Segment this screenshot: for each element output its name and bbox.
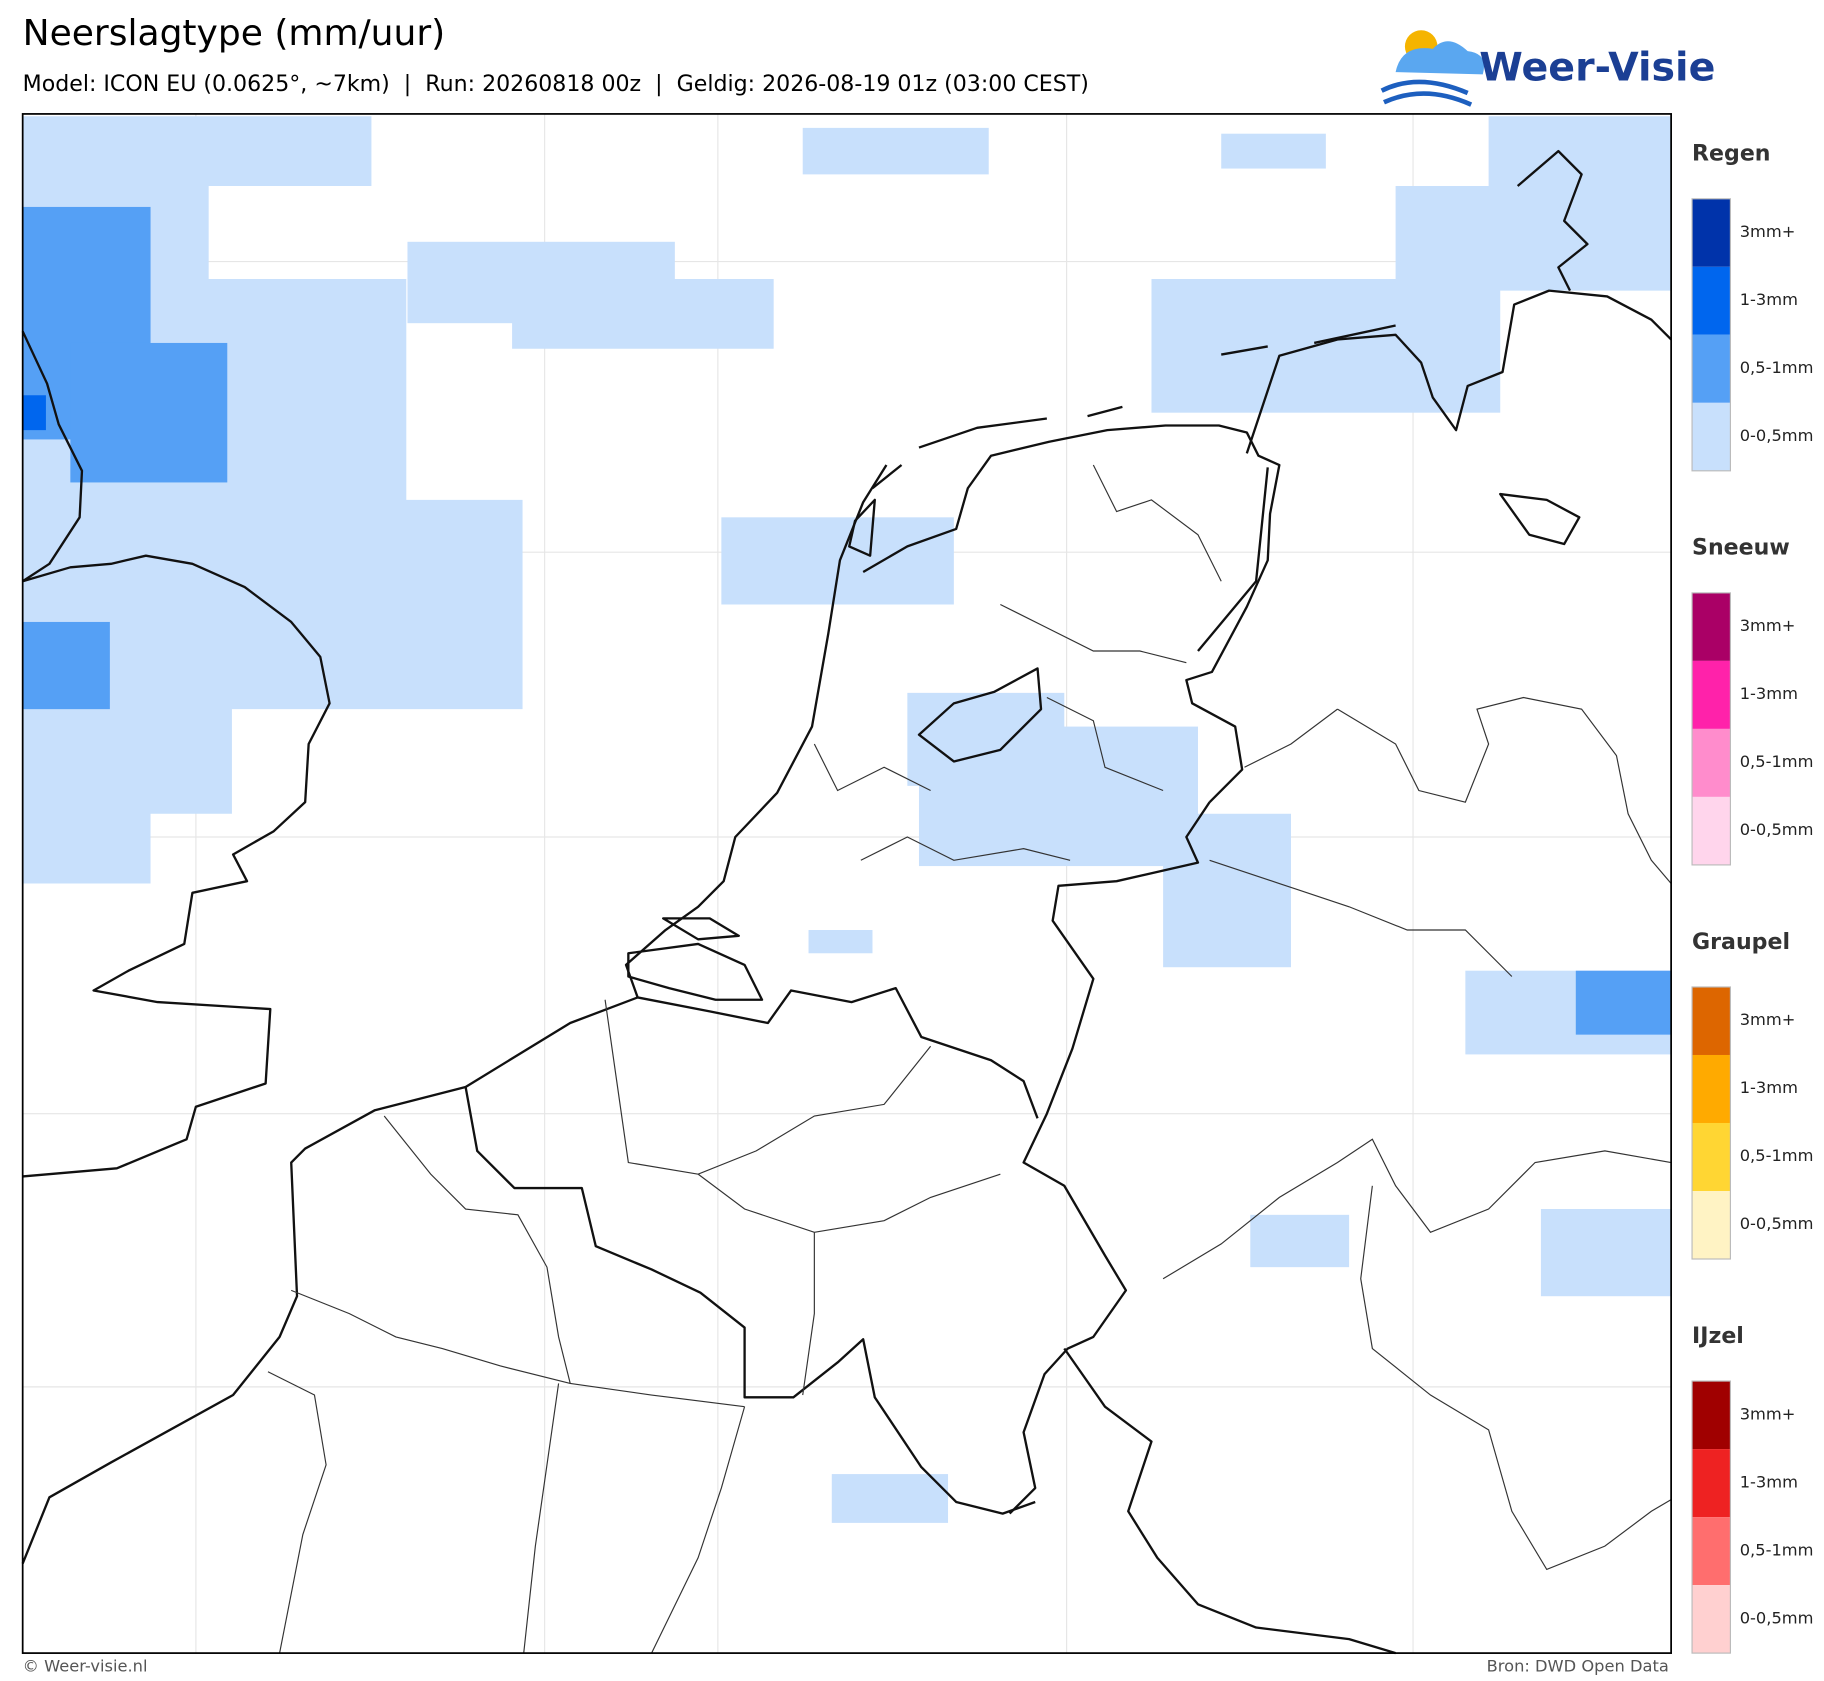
legend-swatch (1692, 1449, 1731, 1518)
legend-title: Regen (1692, 142, 1770, 167)
legend-label: 0,5-1mm (1740, 1146, 1814, 1165)
legend-swatch (1692, 1381, 1731, 1450)
legend-label: 1-3mm (1740, 684, 1798, 703)
legend-label: 0,5-1mm (1740, 752, 1814, 771)
legend-label: 3mm+ (1740, 1010, 1796, 1029)
legend-label: 1-3mm (1740, 1078, 1798, 1097)
legend-label: 1-3mm (1740, 290, 1798, 309)
legend-label: 0-0,5mm (1740, 1608, 1814, 1627)
legend-swatch (1692, 266, 1731, 335)
legend-label: 3mm+ (1740, 1404, 1796, 1423)
legend-swatch (1692, 1517, 1731, 1586)
legend-swatch (1692, 796, 1731, 865)
legend-swatch (1692, 334, 1731, 403)
legend-label: 1-3mm (1740, 1472, 1798, 1491)
legend-swatch (1692, 660, 1731, 729)
legend: Regen 3mm+ 1-3mm 0,5-1mm 0-0,5mm Sneeuw 3mm+ 1-… (1691, 142, 1814, 1654)
legend-frame (1691, 986, 1731, 1260)
logo: Weer-Visie (1380, 30, 1715, 107)
legend-swatch (1692, 728, 1731, 797)
footer-right: Bron: DWD Open Data (1487, 1657, 1669, 1676)
map (21, 113, 1672, 1655)
footer-left: © Weer-visie.nl (23, 1657, 148, 1676)
legend-frame (1691, 198, 1731, 472)
legend-title: Graupel (1692, 930, 1790, 955)
legend-frame (1691, 592, 1731, 866)
legend-title: Sneeuw (1692, 536, 1790, 561)
title: Neerslagtype (mm/uur) (23, 13, 446, 54)
legend-label: 0-0,5mm (1740, 426, 1814, 445)
legend-label: 3mm+ (1740, 222, 1796, 241)
legend-label: 3mm+ (1740, 616, 1796, 635)
legend-swatch (1692, 198, 1731, 267)
legend-frame (1691, 1380, 1731, 1654)
precipitation (22, 116, 1672, 1523)
legend-title: IJzel (1692, 1324, 1744, 1349)
borders (267, 464, 1672, 1655)
legend-label: 0,5-1mm (1740, 1540, 1814, 1559)
legend-swatch (1692, 1585, 1731, 1654)
legend-label: 0-0,5mm (1740, 1214, 1814, 1233)
legend-swatch (1692, 986, 1731, 1055)
legend-label: 0,5-1mm (1740, 358, 1814, 377)
legend-label: 0-0,5mm (1740, 820, 1814, 839)
legend-swatch (1692, 592, 1731, 661)
legend-swatch (1692, 1054, 1731, 1123)
legend-swatch (1692, 402, 1731, 471)
legend-swatch (1692, 1122, 1731, 1191)
logo-text: Weer-Visie (1479, 44, 1715, 90)
subtitle: Model: ICON EU (0.0625°, ~7km) | Run: 20… (23, 72, 1089, 97)
legend-swatch (1692, 1190, 1731, 1260)
